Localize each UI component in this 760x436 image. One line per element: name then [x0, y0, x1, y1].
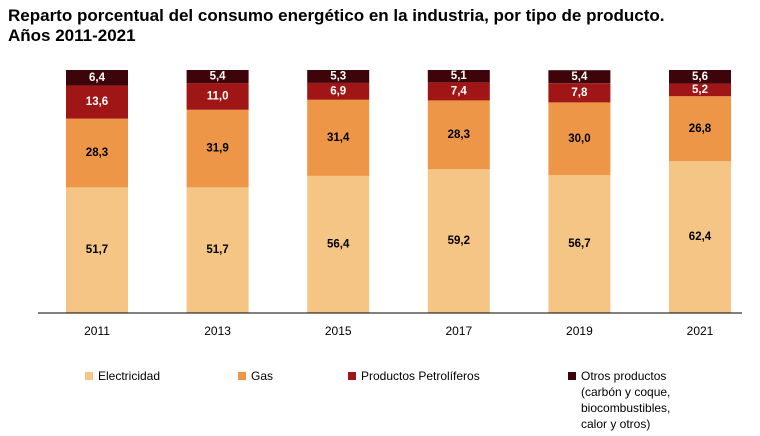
data-label-gas-2015: 31,4 [327, 132, 350, 144]
bar-segment-electricidad-2021 [669, 161, 731, 313]
bar-segment-productos-petroliferos-2017 [427, 82, 490, 101]
legend: Electricidad Gas Productos Petrolíferos … [0, 368, 760, 436]
data-label-otros-productos-2013: 5,4 [210, 71, 227, 83]
bar-segment-otros-productos-2013 [186, 70, 249, 84]
data-label-productos-petroliferos-2011: 13,6 [86, 96, 108, 108]
bar-segment-productos-petroliferos-2019 [548, 83, 611, 103]
legend-item-electricidad: Electricidad [85, 368, 160, 384]
x-tick-label-2017: 2017 [445, 324, 472, 338]
bar-segment-gas-2019 [548, 102, 611, 176]
bar-segment-otros-productos-2021 [669, 70, 731, 84]
bar-segment-otros-productos-2011 [66, 70, 128, 86]
x-tick-label-2021: 2021 [687, 324, 714, 338]
bar-segment-gas-2011 [66, 118, 128, 188]
data-label-gas-2021: 26,8 [689, 123, 712, 135]
bar-segment-electricidad-2011 [66, 187, 128, 313]
data-label-otros-productos-2019: 5,4 [571, 71, 588, 83]
legend-label-gas: Gas [251, 369, 274, 383]
data-label-productos-petroliferos-2013: 11,0 [207, 91, 229, 103]
legend-swatch-productos-petroliferos [348, 372, 356, 380]
data-label-productos-petroliferos-2015: 6,9 [330, 85, 346, 97]
data-label-gas-2017: 28,3 [448, 129, 470, 141]
bar-segment-productos-petroliferos-2021 [669, 83, 731, 97]
legend-item-gas: Gas [238, 368, 273, 384]
legend-swatch-otros-productos [568, 372, 576, 380]
data-label-electricidad-2019: 56,7 [568, 238, 590, 250]
data-label-productos-petroliferos-2021: 5,2 [692, 84, 708, 96]
bar-segment-electricidad-2013 [186, 187, 249, 313]
bar-segment-gas-2015 [307, 99, 370, 176]
bar-segment-electricidad-2015 [307, 175, 370, 313]
data-label-electricidad-2015: 56,4 [327, 239, 350, 251]
bar-segment-gas-2021 [669, 96, 731, 162]
bar-segment-productos-petroliferos-2011 [66, 85, 128, 119]
data-label-otros-productos-2017: 5,1 [451, 70, 468, 82]
legend-item-otros-productos: Otros productos (carbón y coque, biocomb… [568, 368, 670, 432]
x-tick-label-2011: 2011 [84, 324, 110, 338]
bar-segment-gas-2017 [427, 100, 490, 170]
data-label-gas-2013: 31,9 [206, 143, 228, 155]
x-tick-label-2013: 2013 [204, 324, 231, 338]
data-label-gas-2019: 30,0 [568, 133, 590, 145]
legend-label-electricidad: Electricidad [98, 369, 161, 383]
bar-segment-otros-productos-2015 [307, 70, 370, 83]
data-label-electricidad-2013: 51,7 [206, 244, 228, 256]
legend-label-otros-productos: Otros productos (carbón y coque, biocomb… [581, 369, 671, 431]
bar-segment-productos-petroliferos-2015 [307, 82, 370, 100]
data-label-electricidad-2021: 62,4 [689, 231, 712, 243]
bar-segment-otros-productos-2017 [427, 70, 490, 83]
x-tick-label-2015: 2015 [325, 324, 352, 338]
bar-segment-gas-2013 [186, 109, 249, 188]
data-label-productos-petroliferos-2017: 7,4 [451, 85, 468, 97]
data-label-otros-productos-2015: 5,3 [330, 70, 346, 82]
legend-swatch-gas [238, 372, 246, 380]
data-label-electricidad-2017: 59,2 [448, 235, 470, 247]
legend-swatch-electricidad [85, 372, 93, 380]
legend-label-productos-petroliferos: Productos Petrolíferos [361, 369, 480, 383]
data-label-gas-2011: 28,3 [86, 147, 108, 159]
bar-segment-electricidad-2017 [427, 169, 490, 313]
data-label-otros-productos-2021: 5,6 [692, 71, 708, 83]
chart-title: Reparto porcentual del consumo energétic… [8, 6, 665, 45]
data-label-productos-petroliferos-2019: 7,8 [571, 87, 588, 99]
legend-item-productos-petroliferos: Productos Petrolíferos [348, 368, 480, 384]
x-tick-label-2019: 2019 [566, 324, 593, 338]
bar-segment-productos-petroliferos-2013 [186, 83, 249, 110]
data-label-electricidad-2011: 51,7 [86, 244, 108, 256]
data-label-otros-productos-2011: 6,4 [89, 72, 106, 84]
bar-segment-electricidad-2019 [548, 175, 611, 313]
bar-segment-otros-productos-2019 [548, 70, 611, 84]
